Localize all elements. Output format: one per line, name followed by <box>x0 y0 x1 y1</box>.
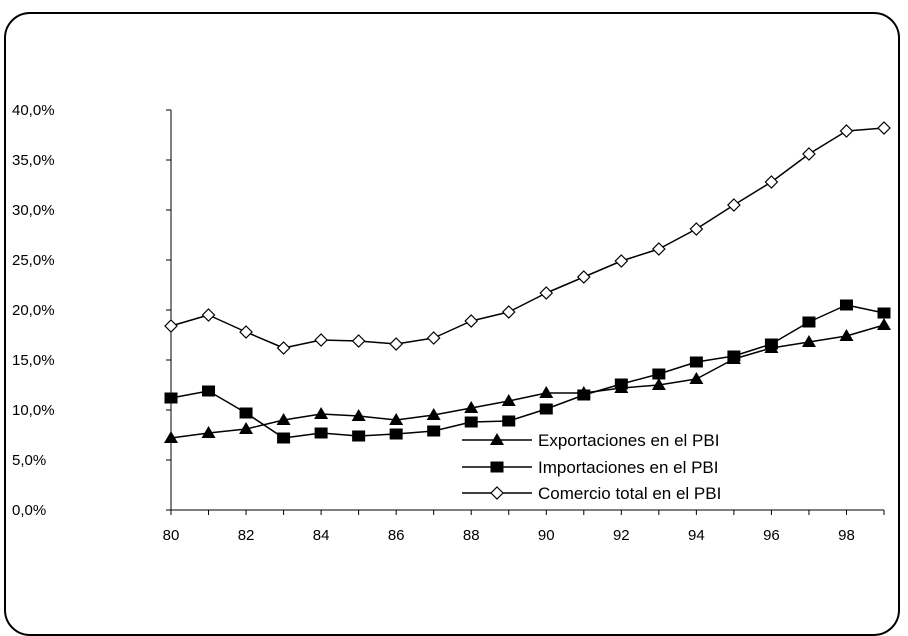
data-point <box>689 356 703 368</box>
data-point <box>652 368 666 380</box>
data-point <box>164 431 178 443</box>
data-point <box>539 286 554 300</box>
data-point <box>164 319 178 333</box>
y-tick-label: 10,0% <box>12 402 55 419</box>
x-tick-label: 98 <box>838 527 855 544</box>
legend-item: Comercio total en el PBI <box>462 484 721 503</box>
y-tick-label: 35,0% <box>12 152 55 169</box>
data-point <box>389 428 403 440</box>
data-point <box>651 378 666 390</box>
data-point <box>201 426 216 438</box>
data-point <box>426 331 441 345</box>
legend-item: Exportaciones en el PBI <box>462 431 719 450</box>
series-layer <box>164 121 891 444</box>
data-point <box>276 413 291 425</box>
data-point <box>427 425 441 437</box>
x-tick-label: 84 <box>313 527 330 544</box>
x-tick-label: 80 <box>163 527 180 544</box>
data-point <box>839 299 853 311</box>
legend-label: Comercio total en el PBI <box>538 484 721 503</box>
legend-marker <box>490 461 504 473</box>
data-point <box>877 318 891 330</box>
data-point <box>389 337 404 351</box>
data-point <box>577 389 591 401</box>
data-point <box>239 422 254 434</box>
data-point <box>802 316 816 328</box>
legend-item: Importaciones en el PBI <box>462 458 718 477</box>
data-point <box>202 385 216 397</box>
x-tick-label: 92 <box>613 527 630 544</box>
x-tick-label: 86 <box>388 527 405 544</box>
series-line <box>170 127 885 349</box>
data-point <box>501 305 516 319</box>
data-point <box>501 394 516 406</box>
legend-marker <box>490 433 504 445</box>
data-point <box>539 386 554 398</box>
data-point <box>877 121 891 135</box>
data-point <box>464 416 478 428</box>
data-point <box>727 198 741 212</box>
y-tick-label: 20,0% <box>12 302 55 319</box>
data-point <box>651 242 666 256</box>
data-point <box>839 329 854 341</box>
data-point <box>239 407 253 419</box>
legend-marker <box>490 486 504 500</box>
y-tick-label: 40,0% <box>12 102 55 119</box>
data-point <box>576 270 591 284</box>
data-point <box>502 415 516 427</box>
data-point <box>614 378 628 390</box>
y-tick-label: 0,0% <box>12 502 46 519</box>
data-point <box>727 350 741 362</box>
data-point <box>464 314 479 328</box>
x-tick-label: 96 <box>763 527 780 544</box>
data-point <box>689 222 704 236</box>
x-tick-label: 82 <box>238 527 255 544</box>
x-tick-label: 88 <box>463 527 480 544</box>
legend: Exportaciones en el PBI Importaciones en … <box>462 431 721 503</box>
data-point <box>314 407 329 419</box>
x-tick-label: 94 <box>688 527 705 544</box>
data-point <box>352 430 366 442</box>
data-point <box>164 392 178 404</box>
data-point <box>201 308 216 322</box>
data-point <box>351 334 366 348</box>
data-point <box>239 325 253 339</box>
series-1 <box>164 299 891 444</box>
series-line <box>170 324 885 439</box>
data-point <box>839 124 854 138</box>
data-point <box>802 147 816 161</box>
data-point <box>539 403 553 415</box>
data-point <box>314 333 328 347</box>
data-point <box>389 413 404 425</box>
data-point <box>277 432 291 444</box>
data-point <box>351 409 366 421</box>
y-tick-label: 30,0% <box>12 202 55 219</box>
data-point <box>614 254 629 268</box>
data-point <box>689 372 704 384</box>
legend-label: Importaciones en el PBI <box>538 458 718 477</box>
data-point <box>464 401 479 413</box>
legend-label: Exportaciones en el PBI <box>538 431 719 450</box>
data-point <box>877 307 891 319</box>
y-tick-label: 25,0% <box>12 252 55 269</box>
series-2 <box>164 121 891 355</box>
axes: 0,0% 5,0% 10,0% 15,0% 20,0% 25,0% 30,0% 35,0% 40… <box>12 102 885 544</box>
data-point <box>426 408 441 420</box>
x-tick-label: 90 <box>538 527 555 544</box>
series-line <box>170 304 885 439</box>
y-tick-label: 15,0% <box>12 352 55 369</box>
data-point <box>764 175 779 189</box>
y-tick-label: 5,0% <box>12 452 46 469</box>
data-point <box>764 338 778 350</box>
data-point <box>314 427 328 439</box>
data-point <box>276 341 291 355</box>
data-point <box>801 335 816 347</box>
series-0 <box>164 318 891 443</box>
